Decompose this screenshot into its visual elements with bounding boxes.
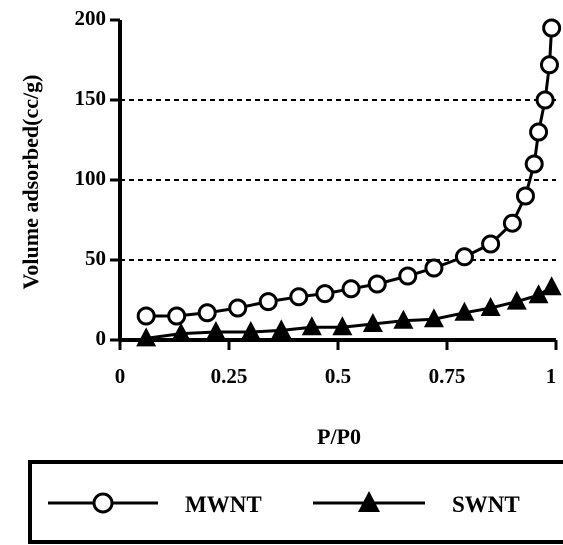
x-tick-label: 0.75 (429, 364, 466, 388)
legend-swnt-marker (358, 491, 380, 512)
data-point (515, 186, 535, 206)
data-point (528, 284, 549, 304)
y-axis-title: Volume adsorbed(cc/g) (18, 75, 43, 290)
x-axis-title: P/P0 (317, 424, 361, 449)
data-point (481, 234, 501, 254)
legend: MWNT SWNT (28, 460, 563, 544)
data-point (367, 274, 387, 294)
data-point (341, 279, 361, 299)
y-tick-label: 200 (75, 6, 107, 30)
data-point (529, 122, 549, 142)
data-point (542, 18, 562, 38)
data-point (332, 316, 353, 336)
x-tick-label: 1 (546, 364, 557, 388)
data-point (539, 55, 559, 75)
data-point (502, 213, 522, 233)
data-point (424, 258, 444, 278)
data-point (535, 90, 555, 110)
legend-mwnt-label: MWNT (185, 492, 262, 517)
data-point (454, 301, 475, 321)
data-point (541, 276, 562, 296)
data-point (454, 247, 474, 267)
x-tick-label: 0.5 (325, 364, 351, 388)
data-point (271, 319, 292, 339)
data-point (258, 292, 278, 312)
data-point (480, 297, 501, 316)
data-point (362, 313, 383, 332)
x-ticks: 0 0.25 0.5 0.75 1 (115, 340, 558, 388)
data-point (423, 308, 444, 328)
x-tick-label: 0.25 (211, 364, 248, 388)
data-point (205, 321, 226, 340)
data-point (315, 284, 335, 304)
data-point (171, 322, 192, 342)
data-point (197, 303, 217, 323)
series-swnt (136, 276, 562, 347)
y-tick-label: 50 (85, 246, 106, 270)
data-point (506, 290, 527, 310)
data-point (289, 287, 309, 307)
data-point (167, 306, 187, 326)
series-line (146, 27, 554, 318)
legend-mwnt-marker (92, 492, 114, 514)
y-tick-label: 100 (75, 166, 107, 190)
grid-lines (120, 99, 556, 261)
x-tick-label: 0 (115, 364, 126, 388)
y-tick-label: 150 (75, 86, 107, 110)
data-point (228, 298, 248, 318)
y-ticks: 0 50 100 150 200 (75, 6, 120, 350)
series-mwnt (136, 18, 562, 326)
data-point (398, 266, 418, 286)
data-point (136, 306, 156, 326)
data-point (524, 154, 544, 174)
data-point (393, 309, 414, 329)
legend-swnt-label: SWNT (452, 492, 520, 517)
data-point (136, 327, 157, 347)
series-layer (136, 18, 562, 347)
data-point (240, 321, 261, 340)
data-point (301, 316, 322, 336)
y-tick-label: 0 (96, 326, 107, 350)
